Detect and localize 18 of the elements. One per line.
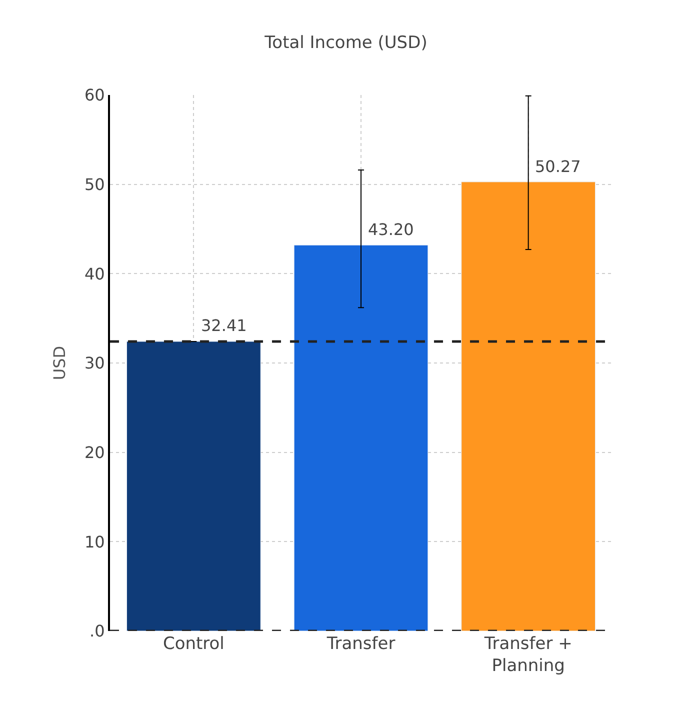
data-label: 43.20 [368,220,414,239]
y-tick-label: 30 [84,354,105,373]
y-tick-label: 60 [84,86,105,105]
x-tick-label: Transfer + Planning [483,634,572,676]
data-label: 50.27 [535,157,581,176]
y-tick-label: 10 [84,532,105,552]
bar [294,244,428,631]
bar [126,341,261,631]
chart-title: Total Income (USD) [264,33,428,54]
y-tick-label: .0 [90,622,105,641]
data-label: 32.41 [201,316,247,335]
x-tick-label: Transfer [326,634,396,654]
x-tick-label: Control [162,634,224,654]
y-axis-title: USD [50,346,69,380]
bar [461,182,596,631]
y-tick-label: 20 [84,442,105,462]
y-tick-label: 40 [84,264,105,284]
y-tick-label: 50 [84,174,105,194]
